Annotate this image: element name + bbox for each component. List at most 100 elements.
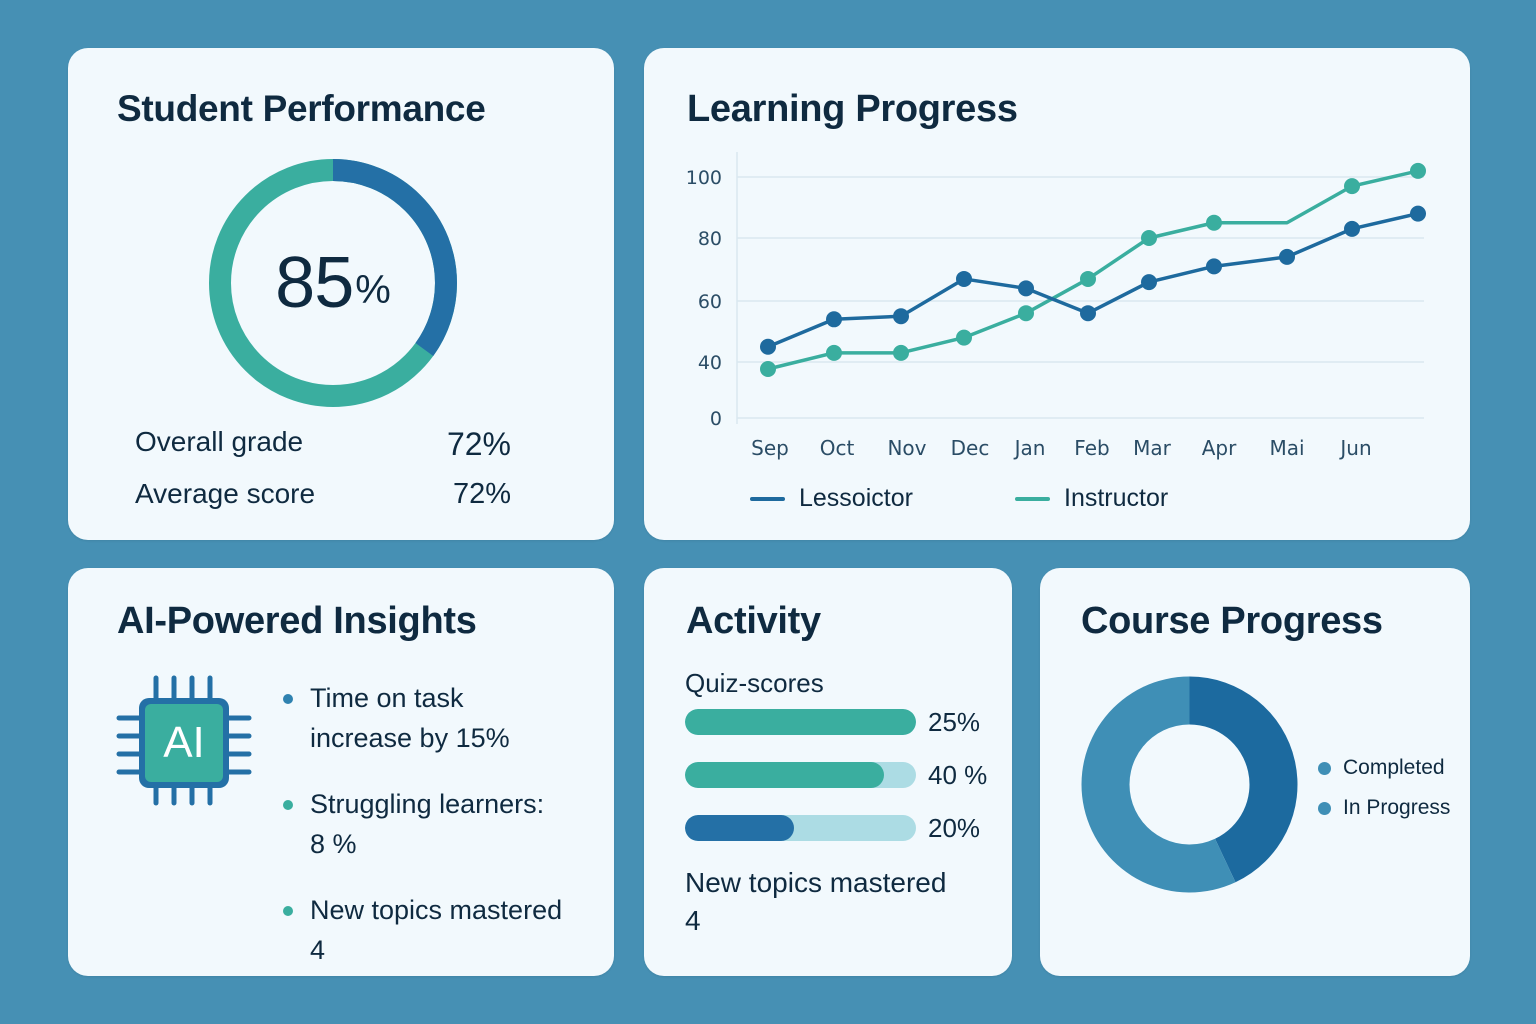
course-legend: Completed In Progress: [1318, 748, 1450, 828]
data-point-marker: [1410, 205, 1426, 222]
data-point-marker: [1141, 274, 1157, 291]
quiz-bar-value: 25%: [928, 706, 981, 737]
svg-text:Oct: Oct: [820, 436, 855, 460]
bullet-icon: [283, 694, 293, 704]
data-point-marker: [1080, 270, 1096, 287]
learning-progress-title: Learning Progress: [687, 88, 1018, 130]
topics-mastered-label: New topics mastered: [685, 867, 947, 898]
svg-text:100: 100: [686, 167, 722, 189]
insight-text: Struggling learners: 8 %: [310, 789, 545, 859]
series-line-instructor: [767, 169, 1419, 371]
course-progress-title: Course Progress: [1081, 600, 1383, 642]
student-performance-card: Student Performance 85 % Overall grade 7…: [68, 48, 614, 540]
performance-ring: [209, 159, 457, 407]
svg-text:Nov: Nov: [887, 436, 926, 460]
legend-item-completed[interactable]: Completed: [1318, 748, 1450, 788]
quiz-scores-label: Quiz-scores: [685, 668, 824, 698]
svg-text:Mai: Mai: [1269, 436, 1304, 460]
insights-list: Time on task increase by 15% Struggling l…: [283, 678, 603, 996]
insight-topics-mastered: New topics mastered 4: [283, 890, 603, 970]
progress-fill: [685, 815, 794, 841]
progress-track: [685, 762, 916, 788]
progress-fill: [685, 709, 916, 735]
quiz-bar-3: 20%: [685, 812, 995, 843]
data-point-marker: [956, 270, 972, 287]
insight-text: New topics mastered 4: [310, 895, 563, 965]
svg-text:Jun: Jun: [1338, 436, 1371, 460]
legend-item-in-progress[interactable]: In Progress: [1318, 788, 1450, 828]
chart-gridlines: [736, 152, 1424, 424]
legend-item-instructor[interactable]: Instructor: [1015, 484, 1168, 513]
legend-label-instructor: Instructor: [1064, 484, 1169, 512]
progress-track: [685, 709, 916, 735]
data-point-marker: [760, 361, 776, 377]
data-point-marker: [956, 329, 972, 346]
topics-mastered: New topics mastered 4: [685, 864, 946, 940]
data-point-marker: [1279, 248, 1295, 265]
performance-unit: %: [355, 267, 391, 312]
average-score-row: Average score 72%: [135, 478, 511, 511]
bullet-icon: [283, 906, 293, 916]
course-progress-card: Course Progress Completed In Progress: [1040, 568, 1470, 976]
insight-time-on-task: Time on task increase by 15%: [283, 678, 603, 758]
bullet-icon: [283, 800, 293, 810]
legend-swatch-blue: [750, 496, 785, 501]
legend-label-in-progress: In Progress: [1343, 796, 1451, 819]
svg-text:Jan: Jan: [1013, 436, 1046, 460]
data-point-marker: [1344, 220, 1360, 237]
data-point-marker: [1141, 230, 1157, 246]
overall-grade-label: Overall grade: [135, 426, 304, 457]
data-point-marker: [826, 311, 842, 328]
legend-dot-icon: [1318, 801, 1331, 815]
ai-chip-label: AI: [163, 718, 205, 767]
data-point-marker: [1018, 305, 1034, 322]
progress-track: [685, 815, 916, 841]
donut-segment-in-progress: [1081, 676, 1236, 893]
data-point-marker: [893, 344, 909, 361]
performance-value: 85 %: [208, 158, 458, 408]
svg-text:Mar: Mar: [1133, 436, 1172, 460]
overall-grade-row: Overall grade 72%: [135, 426, 511, 463]
performance-number: 85: [275, 243, 354, 323]
svg-text:Feb: Feb: [1074, 436, 1109, 460]
svg-text:40: 40: [698, 352, 722, 374]
quiz-bar-1: 25%: [685, 706, 995, 737]
svg-text:Apr: Apr: [1202, 436, 1237, 460]
data-point-marker: [826, 344, 842, 361]
data-point-marker: [1206, 258, 1222, 275]
data-point-marker: [760, 338, 776, 355]
data-point-marker: [1018, 280, 1034, 297]
legend-label-completed: Completed: [1343, 756, 1445, 779]
y-axis-ticks: 0 40 60 80 100: [686, 167, 722, 430]
activity-title: Activity: [686, 600, 821, 642]
legend-swatch-teal: [1015, 496, 1050, 501]
data-point-marker: [1080, 305, 1096, 322]
learning-progress-line-chart: 0 40 60 80 100 Sep Oct Nov Dec Jan Feb Mar Apr Mai Ju…: [686, 152, 1426, 460]
topics-mastered-value: 4: [685, 905, 701, 936]
progress-fill: [685, 762, 884, 788]
insight-struggling-learners: Struggling learners: 8 %: [283, 784, 603, 864]
svg-text:0: 0: [710, 408, 722, 430]
ai-insights-card: AI-Powered Insights AI Time on task incre…: [68, 568, 614, 976]
svg-text:Dec: Dec: [951, 436, 990, 460]
svg-text:Sep: Sep: [751, 436, 789, 460]
overall-grade-value: 72%: [446, 426, 511, 462]
average-score-label: Average score: [135, 478, 316, 509]
ai-chip-icon: AI: [116, 673, 256, 808]
data-point-marker: [1344, 178, 1360, 195]
quiz-bar-value: 40 %: [928, 759, 988, 790]
data-point-marker: [1410, 162, 1426, 179]
legend-dot-icon: [1318, 761, 1331, 775]
data-point-marker: [1206, 214, 1222, 231]
legend-label-lessoictor: Lessoictor: [799, 484, 913, 512]
quiz-bar-2: 40 %: [685, 759, 995, 790]
student-performance-title: Student Performance: [117, 88, 486, 129]
quiz-bar-value: 20%: [928, 812, 981, 843]
svg-text:60: 60: [698, 291, 722, 313]
legend-item-lessoictor[interactable]: Lessoictor: [750, 484, 913, 513]
svg-text:80: 80: [698, 228, 722, 250]
activity-card: Activity Quiz-scores 25% 40 % 20% New to…: [644, 568, 1012, 976]
learning-progress-card: Learning Progress 0 40 60 80 100 Sep Oct Nov De…: [644, 48, 1470, 540]
insight-text: Time on task increase by 15%: [310, 683, 510, 753]
x-axis-ticks: Sep Oct Nov Dec Jan Feb Mar Apr Mai Jun: [751, 436, 1371, 460]
